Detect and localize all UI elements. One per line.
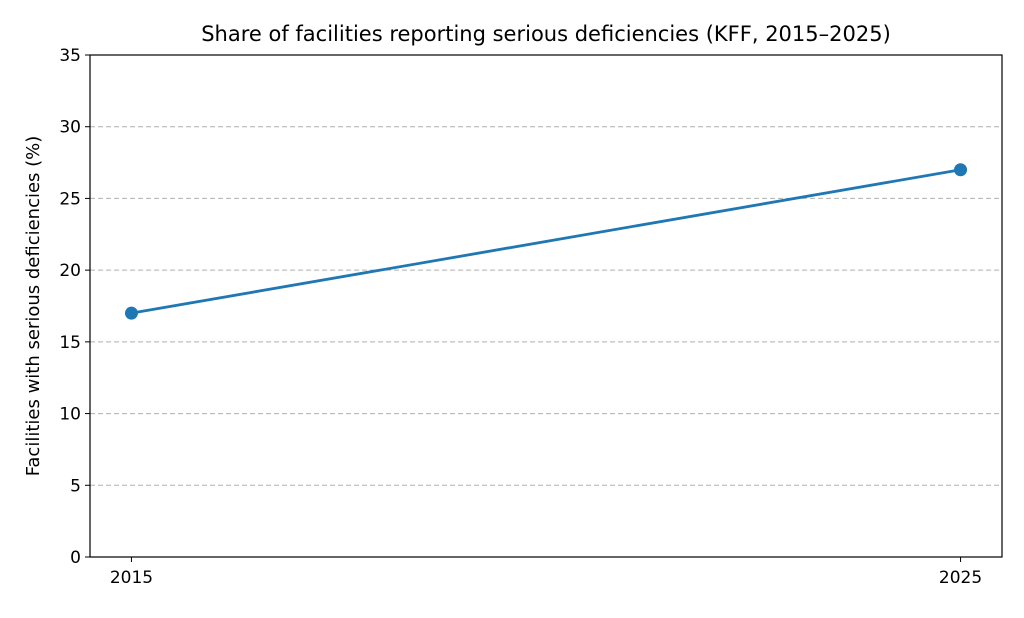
y-tick-label: 30: [59, 118, 81, 138]
plot-frame: [89, 54, 1003, 558]
y-axis-label: Facilities with serious deficiencies (%): [23, 136, 44, 477]
y-tick-label: 35: [59, 46, 81, 66]
y-tick-label: 10: [59, 405, 81, 425]
series: [124, 163, 968, 320]
y-tick-label: 5: [70, 476, 81, 496]
x-tick-label: 2025: [939, 568, 982, 588]
data-point: [954, 163, 968, 177]
x-axis-ticks: 2015 2025: [110, 557, 982, 588]
y-tick-label: 20: [59, 261, 81, 281]
series-line: [131, 168, 961, 315]
y-axis-ticks: 0 5 10 15 20 25 30 35: [59, 46, 90, 568]
grid-lines: [90, 126, 1002, 486]
y-tick-label: 25: [59, 189, 81, 209]
data-point: [124, 306, 138, 320]
x-tick-label: 2015: [110, 568, 153, 588]
y-tick-label: 0: [70, 548, 81, 568]
y-tick-label: 15: [59, 333, 81, 353]
chart-title: Share of facilities reporting serious de…: [201, 22, 891, 46]
